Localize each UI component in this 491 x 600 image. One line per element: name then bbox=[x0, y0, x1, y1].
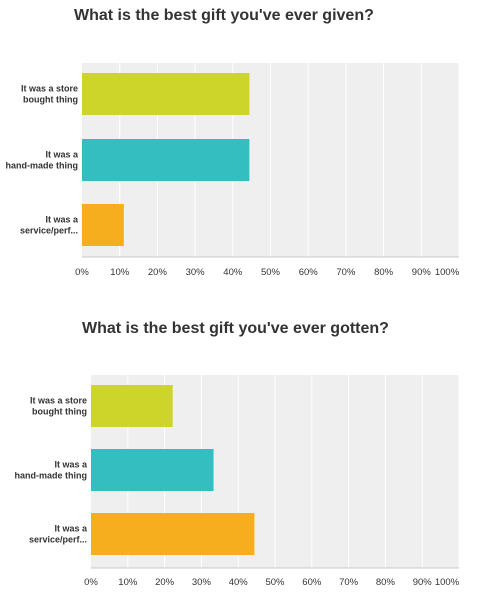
tick-label: 40% bbox=[223, 267, 243, 278]
category-label: It was a store bought thing bbox=[30, 396, 87, 417]
bar bbox=[91, 385, 173, 427]
tick-label: 20% bbox=[148, 267, 168, 278]
bar bbox=[82, 204, 124, 246]
tick-label: 50% bbox=[265, 577, 285, 588]
category-label: It was a store bought thing bbox=[21, 84, 78, 105]
tick-label: 70% bbox=[336, 267, 356, 278]
tick-label: 70% bbox=[339, 577, 359, 588]
tick-label: 100% bbox=[435, 267, 460, 278]
tick-label: 40% bbox=[229, 577, 249, 588]
chart-plot: It was a store bought thing It was a hand-m… bbox=[15, 375, 460, 588]
tick-label: 60% bbox=[299, 267, 319, 278]
category-label: It was a service/perf... bbox=[20, 215, 79, 236]
tick-label: 0% bbox=[84, 577, 98, 588]
tick-label: 80% bbox=[376, 577, 396, 588]
tick-label: 20% bbox=[155, 577, 175, 588]
tick-label: 80% bbox=[374, 267, 394, 278]
bar bbox=[82, 73, 250, 115]
chart-gift-gotten: What is the best gift you've ever gotten… bbox=[0, 300, 491, 600]
tick-label: 0% bbox=[75, 267, 89, 278]
category-label: It was a service/perf... bbox=[29, 524, 88, 545]
bar bbox=[91, 513, 255, 555]
tick-label: 100% bbox=[435, 577, 460, 588]
tick-label: 90% bbox=[412, 267, 432, 278]
chart-plot: It was a store bought thing It was a hand-m… bbox=[6, 63, 460, 278]
chart-title: What is the best gift you've ever given? bbox=[74, 7, 374, 24]
category-label: It was a hand-made thing bbox=[6, 150, 79, 171]
chart-title: What is the best gift you've ever gotten… bbox=[82, 320, 389, 337]
tick-label: 30% bbox=[192, 577, 212, 588]
bar bbox=[91, 449, 214, 491]
tick-label: 60% bbox=[302, 577, 322, 588]
tick-label: 10% bbox=[118, 577, 138, 588]
tick-label: 30% bbox=[186, 267, 206, 278]
category-label: It was a hand-made thing bbox=[15, 460, 88, 481]
tick-label: 10% bbox=[110, 267, 130, 278]
tick-label: 90% bbox=[413, 577, 433, 588]
chart-gift-given: What is the best gift you've ever given?… bbox=[0, 0, 491, 290]
tick-label: 50% bbox=[261, 267, 281, 278]
bar bbox=[82, 139, 250, 181]
